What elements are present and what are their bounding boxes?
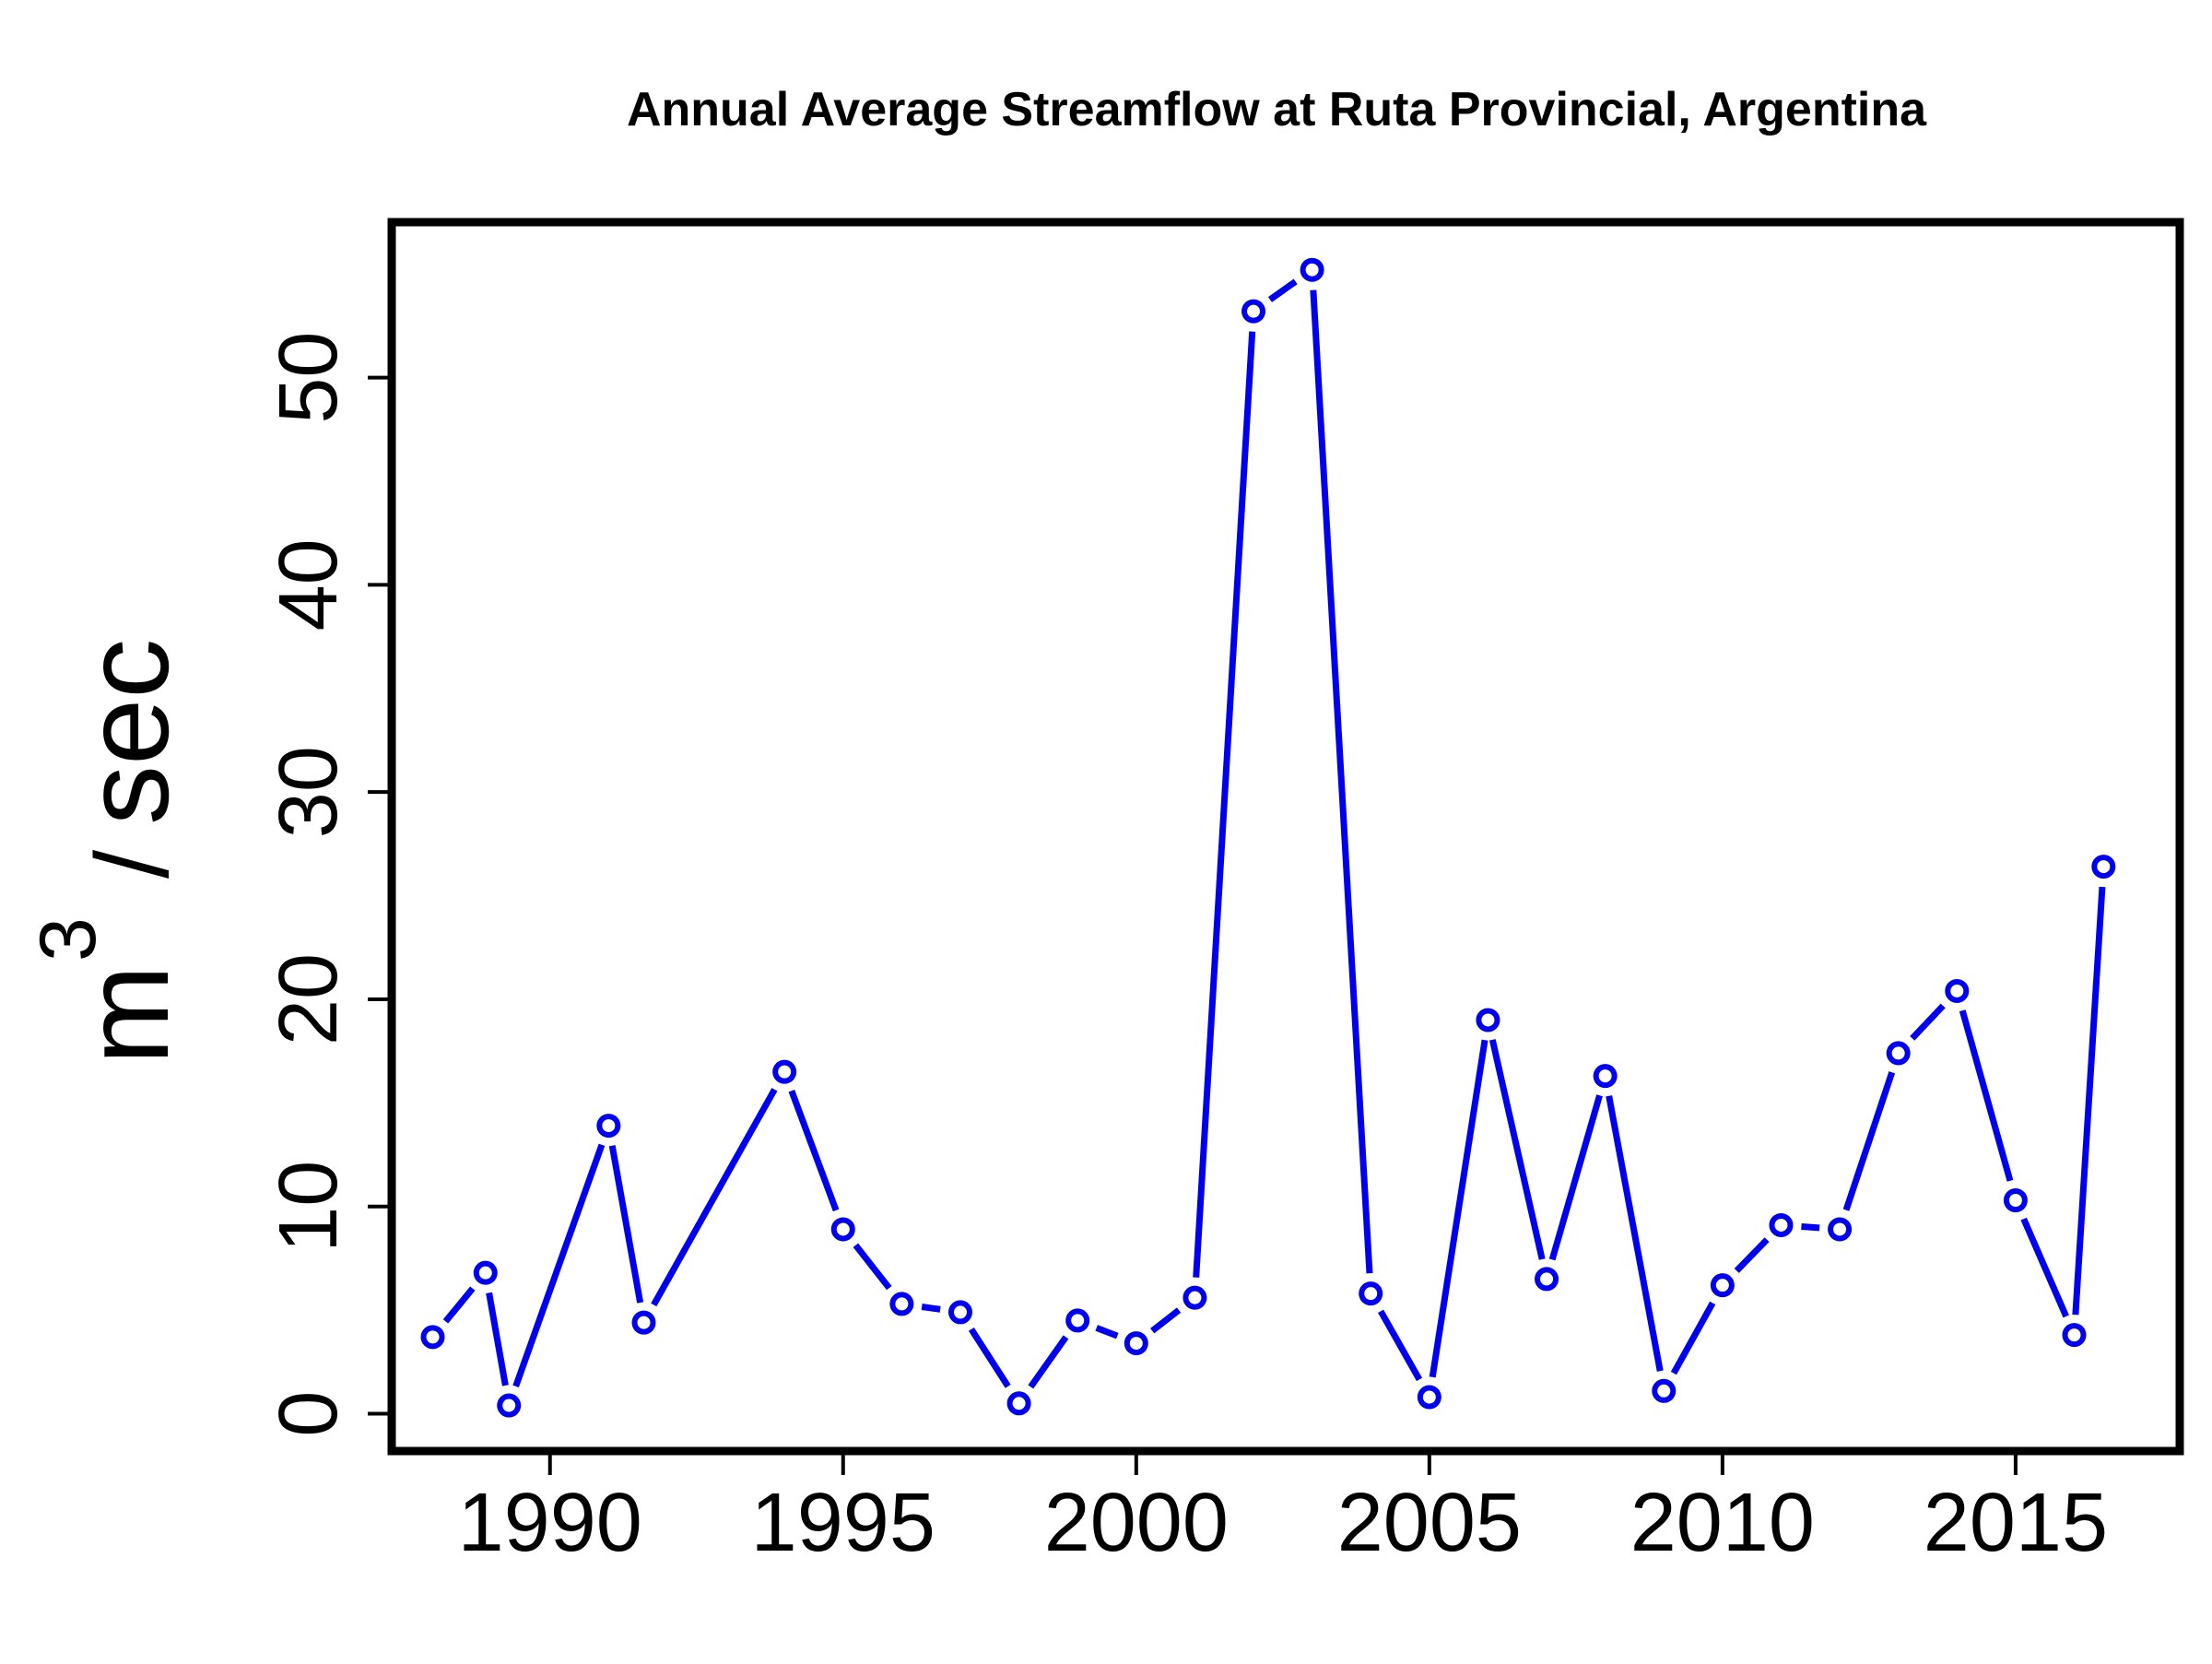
data-point [830,1217,855,1242]
data-point [1828,1217,1853,1242]
data-point [1593,1064,1618,1089]
series-line-segment [1801,1223,1820,1232]
series-line-segment [1670,1301,1716,1375]
series-line-segment [512,1143,606,1387]
y-tick-label: 20 [263,953,355,1045]
data-point [1476,1008,1500,1033]
series-line-segment [1193,331,1256,1278]
y-axis-label: m 3 / sec [24,639,194,1065]
x-tick-label: 1990 [458,1477,642,1569]
series-line-segment [1488,1039,1546,1260]
series-line-segment [1910,1003,1946,1041]
data-point [1124,1331,1148,1356]
data-point [1300,257,1324,282]
plot-frame [387,218,2184,1456]
data-point [497,1393,522,1418]
data-point [1065,1308,1090,1333]
y-tick-label: 50 [263,332,355,424]
data-point [1417,1385,1441,1410]
series-line-segment [788,1090,840,1212]
series-line-segment [1267,278,1298,302]
series-line-segment [1310,289,1373,1274]
x-tick-label: 2005 [1337,1477,1522,1569]
x-tick-label: 2000 [1044,1477,1229,1569]
series-line-segment [608,1145,644,1304]
data-point [2091,855,2116,879]
y-axis-label-superscript: 3 [24,917,112,962]
axes: 1990 1995 2000 2005 2010 2015 0 10 20 30 40 50 [263,332,2108,1569]
series-line-segment [1548,1094,1603,1261]
data-point [473,1260,498,1285]
data-point [772,1059,797,1084]
data-point [1769,1212,1794,1237]
series-line-segment [968,1328,1011,1388]
data-series [420,257,2116,1418]
data-point [596,1114,621,1139]
series-line-segment [1959,1009,2014,1182]
y-axis-label-unit: sec [59,639,194,825]
data-point [1241,299,1266,324]
series-line-segment [651,1088,778,1307]
data-point [1945,978,1970,1003]
series-line-segment [1429,1039,1488,1378]
data-point [1886,1041,1911,1066]
data-point [2062,1323,2087,1348]
y-tick-label: 30 [263,746,355,838]
data-point [1006,1391,1031,1416]
series-line-segment [1150,1307,1182,1334]
x-tick-label: 1995 [751,1477,935,1569]
data-point [420,1325,445,1350]
data-point [889,1292,914,1316]
data-point [947,1300,972,1325]
data-point [1182,1285,1207,1310]
data-point [1652,1378,1677,1403]
series-line-segment [921,1304,941,1313]
y-axis-label-base: m [59,965,194,1065]
y-tick-label: 0 [263,1391,355,1437]
y-tick-label: 10 [263,1161,355,1253]
series-line-segment [1842,1071,1896,1211]
series-line-segment [2072,886,2106,1316]
data-point [1535,1267,1559,1292]
series-line-segment [442,1286,476,1324]
series-line-segment [486,1292,509,1387]
series-line-segment [1028,1335,1069,1389]
x-tick-label: 2010 [1630,1477,1815,1569]
data-point [631,1310,656,1335]
series-line-segment [1734,1237,1770,1273]
data-point [1359,1281,1383,1306]
series-line-segment [2020,1217,2069,1318]
x-tick-label: 2015 [1924,1477,2108,1569]
series-line-segment [853,1243,892,1291]
series-line-segment [1606,1095,1664,1372]
y-tick-label: 40 [263,538,355,631]
chart-title: Annual Average Streamflow at Ruta Provin… [627,83,1927,136]
data-point [2003,1188,2028,1213]
y-axis-label-separator: / [75,849,190,879]
series-line-segment [1095,1325,1119,1339]
data-point [1710,1273,1735,1298]
series-line-segment [1378,1309,1423,1382]
